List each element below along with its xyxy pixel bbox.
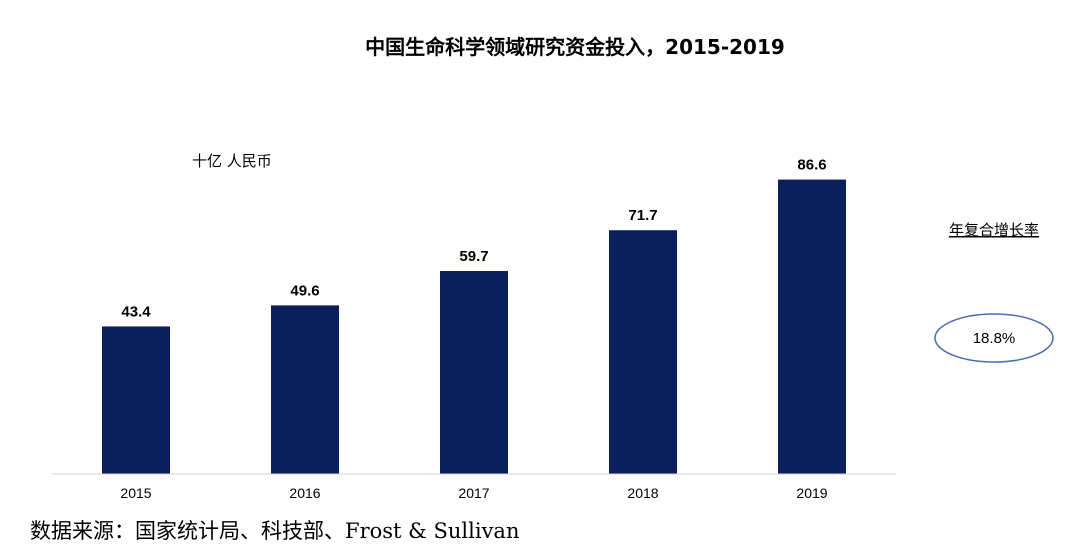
x-tick-2016: 2016 <box>289 485 320 501</box>
bars-group <box>102 179 846 474</box>
unit-label: 十亿 人民币 <box>192 152 272 170</box>
x-tick-2018: 2018 <box>627 485 658 501</box>
x-tick-2019: 2019 <box>796 485 827 501</box>
cagr-label: 年复合增长率 <box>949 221 1039 239</box>
x-tick-labels-group: 2015 2016 2017 2018 2019 <box>120 485 827 501</box>
x-tick-2015: 2015 <box>120 485 151 501</box>
value-label-2019: 86.6 <box>797 157 826 174</box>
bar-2016 <box>271 305 339 474</box>
value-label-2017: 59.7 <box>459 248 488 265</box>
chart-title: 中国生命科学领域研究资金投入，2015-2019 <box>365 35 785 59</box>
bar-2015 <box>102 326 170 474</box>
cagr-value: 18.8% <box>973 330 1016 347</box>
bar-2019 <box>778 179 846 474</box>
value-label-2016: 49.6 <box>290 282 319 299</box>
value-label-2018: 71.7 <box>628 207 657 224</box>
cagr-ellipse <box>934 313 1054 363</box>
value-labels-group: 43.4 49.6 59.7 71.7 86.6 <box>121 157 826 321</box>
bar-2018 <box>609 230 677 474</box>
source-note: 数据来源：国家统计局、科技部、Frost & Sullivan <box>30 519 519 543</box>
value-label-2015: 43.4 <box>121 303 151 320</box>
x-tick-2017: 2017 <box>458 485 489 501</box>
bar-2017 <box>440 271 508 474</box>
